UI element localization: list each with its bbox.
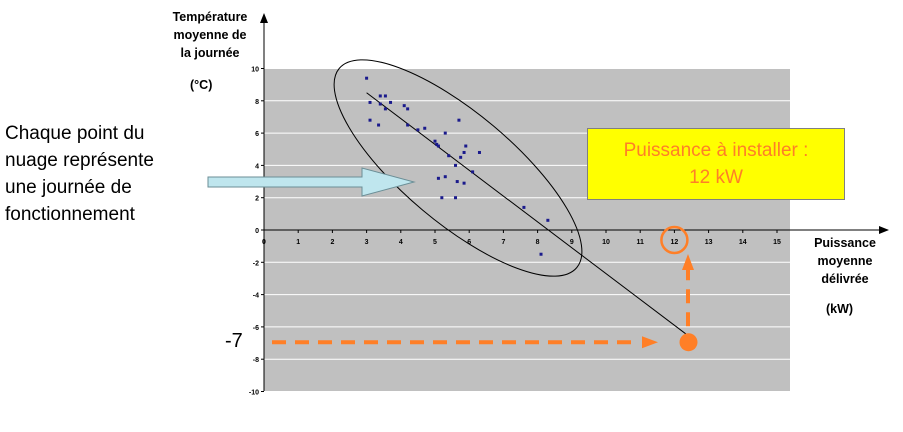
y-tick-label: -8: [253, 357, 259, 364]
y-tick-label: 0: [255, 228, 259, 235]
callout-line: Puissance à installer :: [623, 140, 809, 161]
trendline: [366, 92, 692, 339]
data-point: [471, 170, 475, 174]
x-tick-label: 14: [739, 239, 747, 246]
x-axis-title-line: délivrée: [821, 272, 869, 286]
x-tick-label: 11: [636, 239, 644, 246]
x-tick-label: 8: [536, 239, 540, 246]
x-tick-label: 2: [330, 239, 334, 246]
data-point: [539, 252, 543, 256]
data-point: [383, 94, 387, 98]
y-tick-label: 10: [251, 67, 259, 74]
design-point-marker: [679, 333, 698, 352]
note-line: Chaque point du: [5, 123, 145, 144]
data-point: [454, 163, 458, 167]
data-point: [546, 218, 550, 222]
data-point: [368, 100, 372, 104]
x-axis-title: Puissance moyenne délivrée: [795, 234, 895, 288]
data-point: [406, 107, 410, 111]
y-tick-label: 2: [255, 196, 259, 203]
data-point: [377, 123, 381, 127]
data-point: [454, 196, 458, 200]
y-tick-label: 8: [255, 99, 259, 106]
power-callout-box: Puissance à installer : 12 kW: [587, 128, 845, 200]
note-line: fonctionnement: [5, 204, 135, 225]
y-tick-label: -6: [253, 325, 259, 332]
data-point: [436, 176, 440, 180]
x-tick-label: 6: [467, 239, 471, 246]
note-arrow: [207, 167, 416, 197]
x-tick-label: 12: [671, 239, 679, 246]
tick-12-highlight-circle: [660, 225, 689, 255]
x-axis-title-line: Puissance: [814, 236, 876, 250]
x-tick-label: 15: [773, 239, 781, 246]
minus-seven-label: -7: [225, 330, 243, 352]
x-tick-label: 1: [296, 239, 300, 246]
y-tick-label: 4: [255, 163, 259, 170]
x-tick-label: 3: [365, 239, 369, 246]
x-tick-label: 4: [399, 239, 403, 246]
data-point: [457, 118, 461, 122]
y-axis-title-line: moyenne de: [173, 28, 247, 42]
x-tick-label: 9: [570, 239, 574, 246]
x-axis-unit: (kW): [826, 302, 854, 316]
data-point: [447, 154, 451, 158]
y-tick-label: -4: [253, 293, 259, 300]
note-line: nuage représente: [5, 150, 154, 171]
data-point: [462, 181, 466, 185]
data-point: [436, 144, 440, 148]
y-axis-title: Température moyenne de la journée: [150, 8, 270, 62]
data-point: [406, 123, 410, 127]
data-point: [462, 150, 466, 154]
explanation-note: Chaque point du nuage représente une jou…: [5, 120, 154, 228]
data-point: [464, 144, 468, 148]
data-point: [443, 131, 447, 135]
data-point: [433, 139, 437, 143]
data-point: [455, 180, 459, 184]
callout-line: 12 kW: [689, 167, 743, 188]
y-tick-label: 6: [255, 131, 259, 138]
x-axis-title-line: moyenne: [817, 254, 873, 268]
data-point: [416, 128, 420, 132]
data-point: [389, 100, 393, 104]
x-tick-label: 5: [433, 239, 437, 246]
x-tick-label: 10: [602, 239, 610, 246]
x-tick-label: 7: [501, 239, 505, 246]
y-axis-unit: (°C): [190, 78, 213, 92]
data-point: [365, 76, 369, 80]
y-tick-label: -10: [249, 390, 259, 397]
note-line: une journée de: [5, 177, 132, 198]
x-tick-label: 0: [262, 239, 266, 246]
horizontal-guide-arrowhead: [642, 336, 658, 349]
data-point: [383, 107, 387, 111]
cloud-ellipse: [333, 59, 583, 277]
data-point: [402, 104, 406, 108]
y-tick-label: -2: [253, 260, 259, 267]
data-point: [378, 102, 382, 106]
data-point: [435, 142, 439, 146]
data-point: [443, 175, 447, 179]
data-point: [368, 118, 372, 122]
y-axis-title-line: la journée: [180, 46, 240, 60]
y-axis-title-line: Température: [172, 10, 248, 24]
data-point: [522, 205, 526, 209]
x-tick-label: 13: [705, 239, 713, 246]
data-point: [477, 150, 481, 154]
data-point: [378, 94, 382, 98]
vertical-guide-arrowhead: [682, 254, 694, 270]
data-point: [459, 155, 463, 159]
data-point: [423, 126, 427, 130]
data-point: [440, 196, 444, 200]
